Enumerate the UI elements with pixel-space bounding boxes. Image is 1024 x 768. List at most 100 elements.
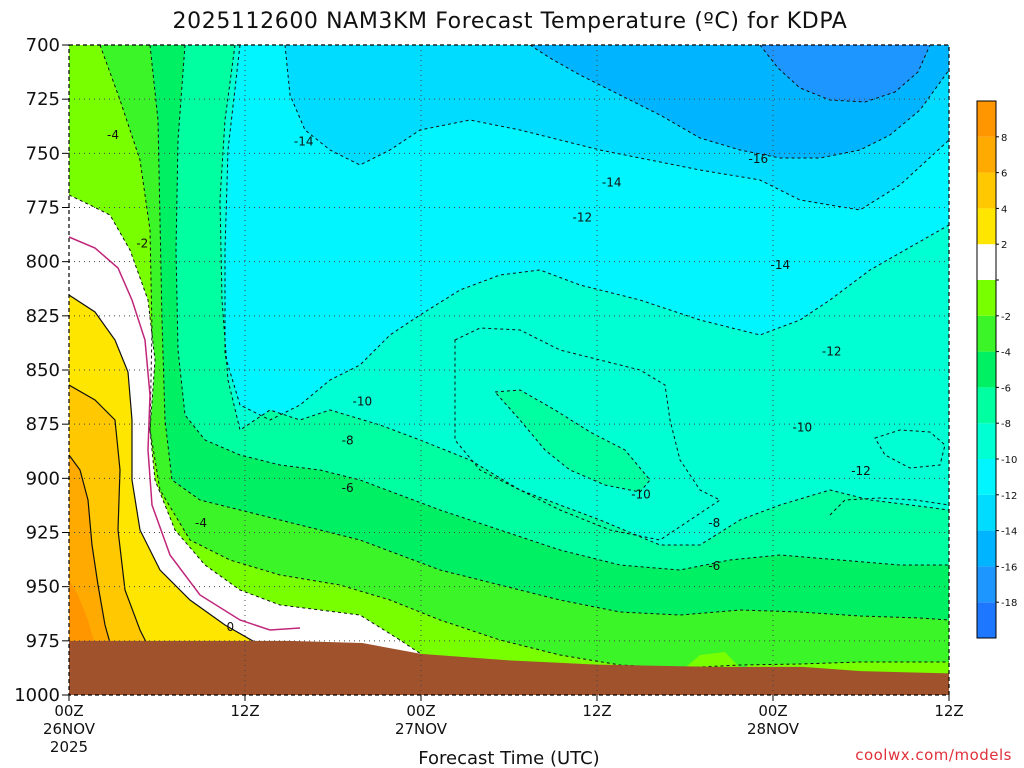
freezing-line bbox=[69, 236, 301, 631]
colorbar-tick-label: -2 bbox=[1001, 312, 1011, 323]
colorbar-swatch bbox=[977, 566, 996, 603]
y-axis: 700 725 750 775 800 825 850 875 900 925 950 975 1000 bbox=[14, 35, 69, 706]
colorbar-tick-label: 8 bbox=[1001, 133, 1007, 144]
contour-label: -10 bbox=[631, 488, 651, 502]
colorbar-tick-label: -18 bbox=[1001, 598, 1017, 609]
contour-label: 0 bbox=[227, 620, 235, 634]
contour-label: -14 bbox=[602, 176, 622, 190]
contour-minus-12-east bbox=[829, 497, 949, 516]
band-minus-20-to-minus-18 bbox=[760, 45, 930, 102]
colorbar-tick-label: -14 bbox=[1001, 527, 1017, 538]
plot-border bbox=[68, 44, 950, 696]
x-tick-date: 27NOV bbox=[395, 720, 448, 738]
chart-title: 2025112600 NAM3KM Forecast Temperature (… bbox=[173, 9, 848, 34]
colorbar-swatch bbox=[977, 136, 996, 173]
colorbar-tick-label: -4 bbox=[1001, 348, 1011, 359]
y-tick-label: 750 bbox=[26, 143, 60, 164]
contour-label: -14 bbox=[294, 135, 314, 149]
band-6-to-8 bbox=[69, 580, 95, 650]
colorbar-swatch bbox=[977, 494, 996, 531]
contour-minus-12-pocket bbox=[454, 327, 721, 541]
contour-minus-10-east bbox=[874, 429, 946, 469]
colorbar-swatch bbox=[977, 280, 996, 316]
y-tick-label: 850 bbox=[26, 360, 60, 381]
y-tick-label: 950 bbox=[26, 577, 60, 598]
colorbar-tick-label: 2 bbox=[1001, 240, 1007, 251]
y-tick-label: 900 bbox=[26, 468, 60, 489]
contour-minus-18 bbox=[529, 45, 949, 159]
contour-lines bbox=[99, 45, 949, 669]
y-tick-label: 700 bbox=[26, 35, 60, 56]
colorbar-tick-label: 6 bbox=[1001, 169, 1007, 180]
x-tick-label: 12Z bbox=[934, 702, 963, 720]
contour-label: -4 bbox=[195, 516, 207, 530]
colorbar-swatch bbox=[977, 351, 996, 388]
plot-grid bbox=[69, 45, 949, 695]
contour-minus-10 bbox=[219, 45, 949, 546]
contour-minus-20 bbox=[759, 45, 931, 103]
y-tick-label: 725 bbox=[26, 89, 60, 110]
colorbar-swatch bbox=[977, 315, 996, 352]
contour-label: -6 bbox=[708, 559, 720, 573]
ground-surface bbox=[69, 640, 949, 695]
contour-plus-2 bbox=[69, 294, 261, 646]
colorbar-swatch bbox=[977, 530, 996, 567]
contour-label: -16 bbox=[749, 152, 769, 166]
contour-label: -8 bbox=[708, 516, 720, 530]
contour-label: -12 bbox=[851, 464, 871, 478]
colorbar-swatch bbox=[977, 172, 996, 209]
colorbar-swatch bbox=[977, 602, 996, 638]
colorbar-swatch bbox=[977, 423, 996, 459]
colorbar-border bbox=[976, 100, 997, 639]
y-tick-label: 800 bbox=[26, 252, 60, 273]
contour-minus-16 bbox=[284, 45, 949, 211]
minus-2-contour bbox=[69, 194, 431, 661]
contour-label: -10 bbox=[793, 421, 813, 435]
colorbar-tick-label: -8 bbox=[1001, 419, 1011, 430]
colorbar: -18 -16 -14 -12 -10 -8 -6 -4 -2 2 4 6 8 bbox=[976, 100, 1017, 639]
x-tick-label: 12Z bbox=[230, 702, 259, 720]
colorbar-swatch bbox=[977, 459, 996, 495]
x-tick-label: 12Z bbox=[582, 702, 611, 720]
colorbar-swatch bbox=[977, 244, 996, 280]
contour-minus-8 bbox=[175, 45, 949, 571]
x-tick-label: 00Z bbox=[758, 702, 787, 720]
y-tick-label: 975 bbox=[26, 631, 60, 652]
y-tick-label: 925 bbox=[26, 523, 60, 544]
contour-label: -12 bbox=[822, 345, 842, 359]
x-tick-label: 00Z bbox=[406, 702, 435, 720]
y-tick-label: 775 bbox=[26, 198, 60, 219]
colorbar-swatch bbox=[977, 387, 996, 424]
y-tick-label: 825 bbox=[26, 306, 60, 327]
x-axis-label: Forecast Time (UTC) bbox=[418, 748, 599, 768]
credit-text: coolwx.com/models bbox=[855, 746, 1012, 764]
contour-minus-14 bbox=[224, 45, 949, 421]
contour-label: -12 bbox=[573, 210, 593, 224]
colorbar-swatch bbox=[977, 101, 996, 137]
contour-plus-4 bbox=[69, 384, 151, 651]
x-tick-date: 28NOV bbox=[747, 720, 800, 738]
contour-label: -8 bbox=[342, 434, 354, 448]
contour-labels: -4 -2 -14 -10 -8 -6 -4 0 -14 -12 -16 -14 -12 -10 -12 -1… bbox=[107, 128, 871, 634]
colorbar-tick-label: 4 bbox=[1001, 204, 1007, 215]
colorbar-tick-label: -10 bbox=[1001, 455, 1017, 466]
x-tick-label: 00Z bbox=[54, 702, 83, 720]
contour-minus-6 bbox=[149, 45, 949, 621]
colorbar-tick-label: -16 bbox=[1001, 562, 1017, 573]
contour-minus-10-pocket bbox=[493, 389, 651, 493]
contour-label: -2 bbox=[136, 236, 148, 250]
y-tick-label: 875 bbox=[26, 414, 60, 435]
contour-label: -10 bbox=[353, 395, 373, 409]
colorbar-tick-label: -12 bbox=[1001, 491, 1017, 502]
x-tick-date: 26NOV bbox=[43, 720, 96, 738]
warm-contours bbox=[69, 294, 261, 651]
contour-label: -14 bbox=[771, 258, 791, 272]
x-tick-year: 2025 bbox=[50, 738, 88, 756]
contour-label: -6 bbox=[342, 481, 354, 495]
y-tick-label: 1000 bbox=[14, 685, 60, 706]
contour-plus-6 bbox=[69, 454, 113, 651]
colorbar-tick-label: -6 bbox=[1001, 383, 1011, 394]
contour-label: -4 bbox=[107, 128, 119, 142]
